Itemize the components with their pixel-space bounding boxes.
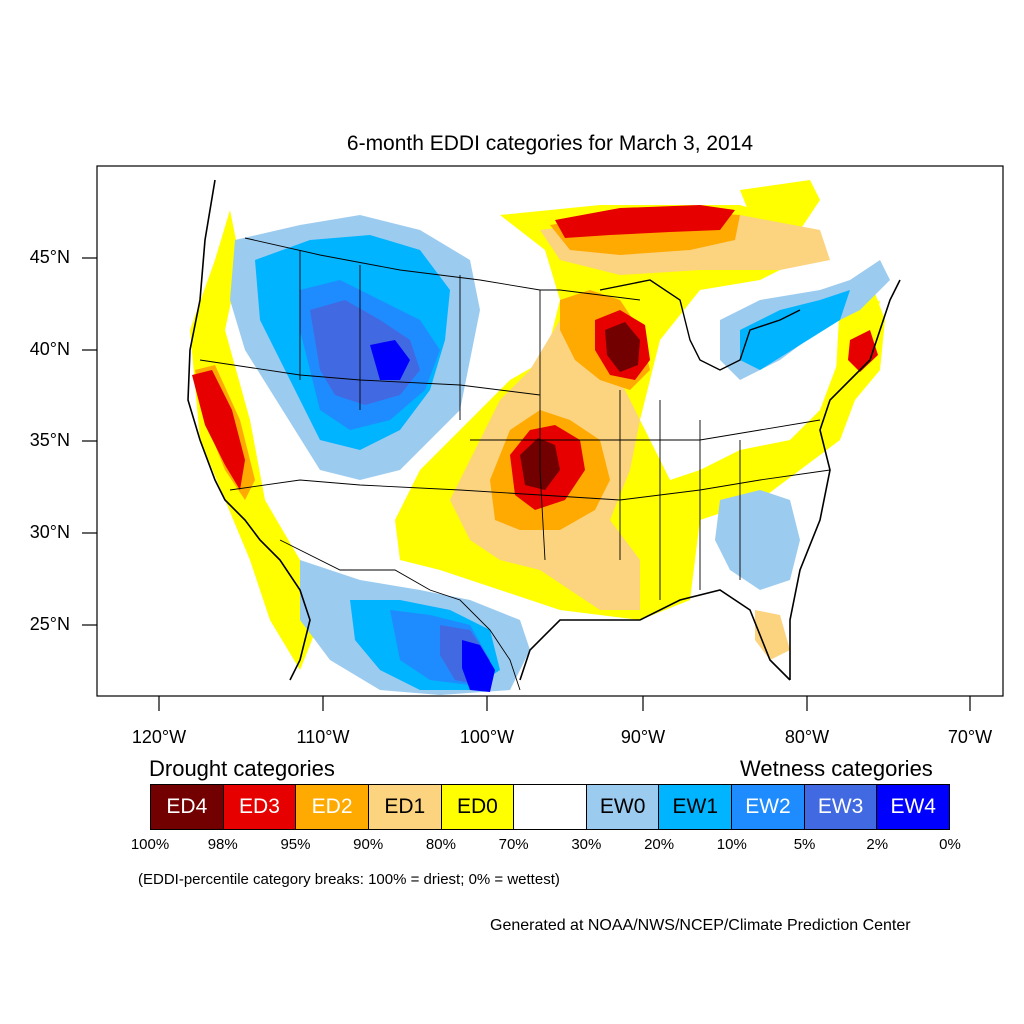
lat-label-25: 25°N [29,614,70,634]
legend-box-ew2: EW2 [732,785,805,829]
gulf-coast [519,589,791,681]
state-lines-1 [299,250,741,600]
credit: Generated at NOAA/NWS/NCEP/Climate Predi… [490,917,911,934]
legend-box-neutral [514,785,587,829]
legend-box-ed0: ED0 [441,785,515,829]
lon-label-70: 70°W [947,727,993,747]
legend-bar: ED4 ED3 ED2 ED1 ED0 EW0 EW1 EW2 EW3 EW4 [150,784,950,830]
lon-label-90: 90°W [620,727,666,747]
percentile-label: 80% [425,836,456,853]
lon-label-110: 110°W [296,727,350,747]
us-canada-border [244,237,641,301]
atlantic-coast [789,279,901,680]
lat-label-30: 30°N [29,522,70,542]
percentile-label: 2% [866,836,889,853]
percentile-label: 5% [793,836,816,853]
great-lakes [599,279,801,371]
percentile-label: 10% [716,836,747,853]
region-ed4-wisconsin [605,322,640,372]
boundaries [187,179,901,691]
lon-ticks [158,696,971,711]
lat-label-35: 35°N [29,430,70,450]
lat-ticks [82,257,97,626]
coastline-west [187,179,311,681]
lat-label-45: 45°N [29,247,70,267]
state-lines-2 [199,359,831,501]
region-ed0-west [190,210,320,670]
legend-box-ed2: ED2 [296,785,369,829]
map-frame [96,165,1004,697]
region-ew4-texas [462,640,495,692]
legend-box-ew3: EW3 [804,785,878,829]
region-ed3-california [192,370,245,490]
legend-box-ew4: EW4 [877,785,950,829]
legend-box-ed4: ED4 [151,785,224,829]
legend-box-ed3: ED3 [223,785,297,829]
region-ew1-ontario [740,290,850,370]
percentile-label: 20% [644,836,675,853]
region-ew4-wyoming [370,340,410,380]
legend-box-ew0: EW0 [586,785,660,829]
region-ed3-ontario [555,205,735,238]
lon-label-120: 120°W [131,727,187,747]
lat-label-40: 40°N [29,339,70,359]
percentile-label: 98% [207,836,238,853]
wetness-heading: Wetness categories [740,756,933,781]
legend-box-ew1: EW1 [659,785,733,829]
map-fields [97,166,1003,696]
legend-box-ed1: ED1 [368,785,442,829]
drought-heading: Drought categories [149,756,335,781]
percentile-label: 90% [353,836,384,853]
percentile-label: 0% [939,836,961,853]
region-ed1-florida [755,610,790,660]
breaks-note: (EDDI-percentile category breaks: 100% =… [138,871,560,888]
percentile-label: 70% [498,836,529,853]
region-ed3-new-england [848,330,878,372]
us-mexico-border [279,539,521,691]
percentile-label: 30% [571,836,602,853]
lon-label-80: 80°W [784,727,830,747]
region-ew0-southeast [715,490,800,590]
percentile-label: 100% [130,836,170,853]
percentile-label: 95% [280,836,311,853]
map-title: 6-month EDDI categories for March 3, 201… [346,132,754,155]
lon-label-100: 100°W [459,727,515,747]
